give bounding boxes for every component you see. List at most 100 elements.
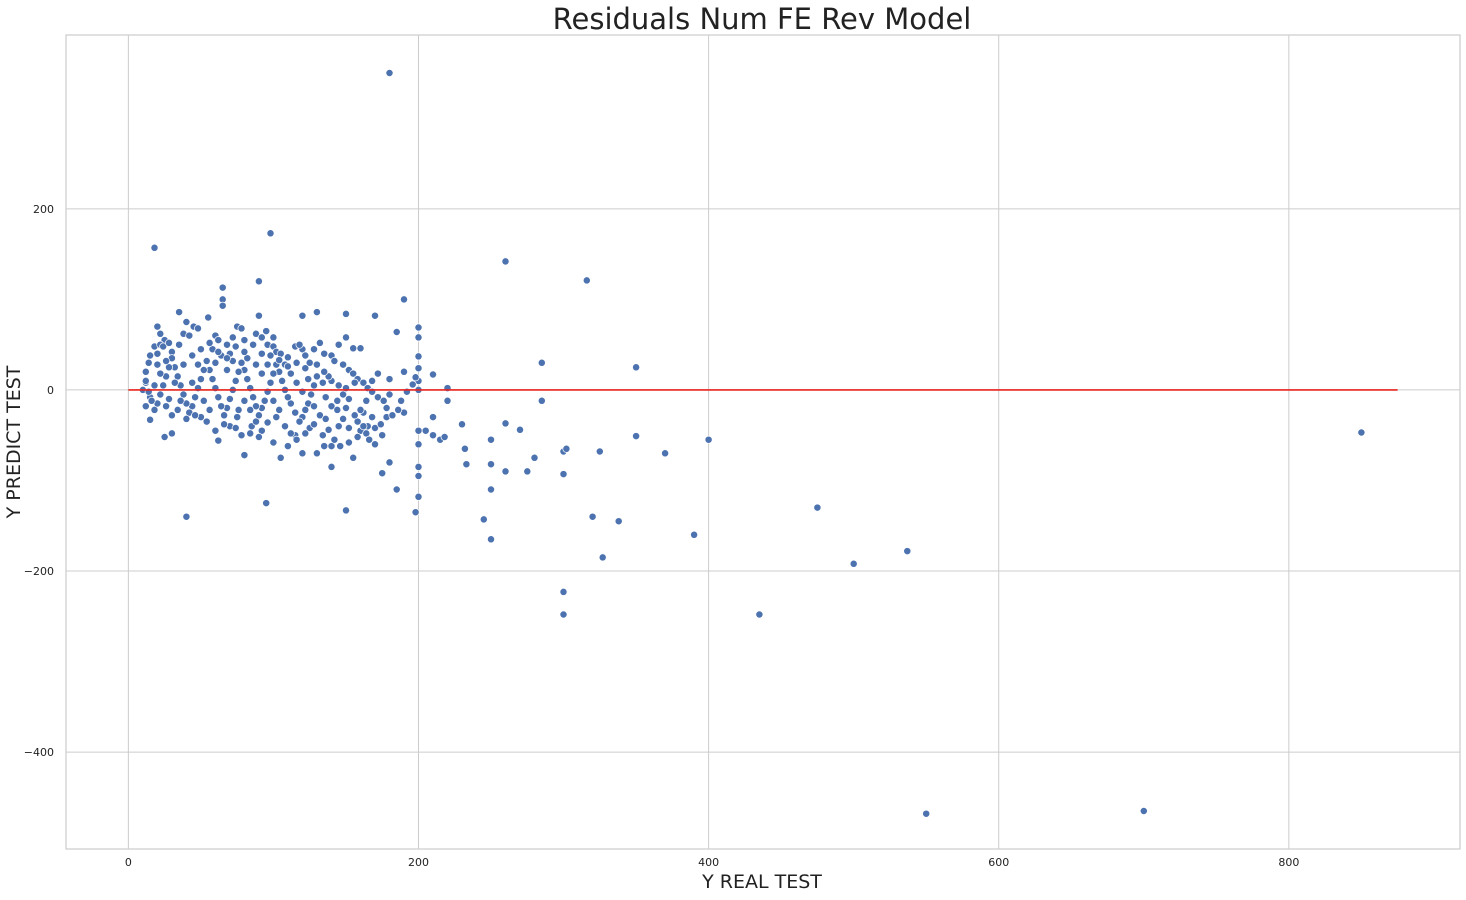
data-point xyxy=(385,390,394,399)
data-point xyxy=(376,420,385,429)
data-point xyxy=(286,369,295,378)
data-point xyxy=(233,413,242,422)
data-point xyxy=(266,351,275,360)
data-point xyxy=(204,313,213,322)
data-point xyxy=(243,375,252,384)
data-point xyxy=(487,435,495,444)
data-point xyxy=(301,429,310,438)
grid xyxy=(66,35,1460,849)
data-point xyxy=(205,405,214,414)
data-point xyxy=(252,360,260,369)
data-point xyxy=(1357,428,1366,437)
data-point xyxy=(632,432,641,441)
data-point xyxy=(276,349,285,358)
data-point xyxy=(225,395,234,403)
data-point xyxy=(260,396,269,405)
data-point xyxy=(321,393,330,402)
data-point xyxy=(320,349,329,358)
data-point xyxy=(237,431,246,440)
data-point xyxy=(286,399,295,408)
data-point xyxy=(175,308,184,317)
data-point xyxy=(379,396,388,405)
data-point xyxy=(156,369,165,378)
data-point xyxy=(414,364,423,373)
data-point xyxy=(333,405,342,414)
data-point xyxy=(516,425,524,434)
data-point xyxy=(501,257,510,266)
data-point xyxy=(257,426,266,435)
data-point xyxy=(223,340,231,349)
data-point xyxy=(292,435,301,444)
data-point xyxy=(1139,807,1148,815)
data-point xyxy=(359,378,368,387)
data-point xyxy=(214,436,223,445)
data-point xyxy=(312,449,321,458)
chart-title: Residuals Num FE Rev Model xyxy=(553,2,972,36)
data-point xyxy=(385,458,394,467)
y-tick-label: 200 xyxy=(33,203,54,216)
data-point xyxy=(559,610,568,619)
data-point xyxy=(153,360,162,369)
data-point xyxy=(240,336,249,345)
data-point xyxy=(318,378,327,387)
data-point xyxy=(191,393,200,402)
data-point xyxy=(394,405,403,414)
data-point xyxy=(254,411,263,420)
data-point xyxy=(414,472,423,480)
data-point xyxy=(339,360,348,369)
data-point xyxy=(281,422,289,431)
data-point xyxy=(276,453,285,462)
data-point xyxy=(371,424,379,432)
data-point xyxy=(460,444,469,453)
data-point xyxy=(150,243,159,252)
data-point xyxy=(278,376,287,385)
data-point xyxy=(368,376,377,385)
tick-labels: 0 200 400 600 800 −400 −200 0 200 xyxy=(24,203,1300,869)
data-point xyxy=(199,396,208,405)
data-point xyxy=(661,449,670,458)
data-point xyxy=(252,402,260,411)
data-point xyxy=(269,333,278,342)
data-point xyxy=(254,311,263,320)
data-point xyxy=(356,344,365,353)
data-point xyxy=(462,460,471,469)
data-point xyxy=(162,357,171,365)
data-point xyxy=(385,375,394,384)
data-point xyxy=(176,396,185,405)
data-point xyxy=(269,438,278,447)
data-point xyxy=(378,431,387,440)
data-point xyxy=(223,354,231,363)
data-point xyxy=(310,402,318,411)
data-point xyxy=(349,453,358,462)
y-tick-label: 0 xyxy=(47,384,54,397)
data-point xyxy=(218,283,227,292)
data-point xyxy=(336,442,345,451)
data-point xyxy=(392,328,401,336)
data-point xyxy=(246,405,255,414)
data-point xyxy=(385,69,394,77)
data-point xyxy=(167,411,176,420)
data-point xyxy=(849,559,858,568)
data-point xyxy=(365,435,374,444)
data-point xyxy=(458,420,466,429)
data-point xyxy=(194,324,202,333)
data-point xyxy=(903,547,912,556)
data-point xyxy=(411,508,420,517)
data-point xyxy=(400,295,408,304)
data-point xyxy=(141,367,150,376)
data-point xyxy=(350,411,359,420)
data-point xyxy=(254,277,263,286)
data-point xyxy=(147,396,156,405)
data-point xyxy=(286,429,295,438)
data-point xyxy=(414,426,423,435)
data-point xyxy=(231,424,240,432)
data-point xyxy=(283,353,292,362)
data-point xyxy=(339,414,348,423)
data-point xyxy=(182,414,191,423)
data-point xyxy=(559,587,568,596)
data-point xyxy=(153,322,162,331)
data-point xyxy=(334,381,343,390)
x-tick-label: 600 xyxy=(988,856,1009,869)
x-tick-label: 800 xyxy=(1278,856,1299,869)
